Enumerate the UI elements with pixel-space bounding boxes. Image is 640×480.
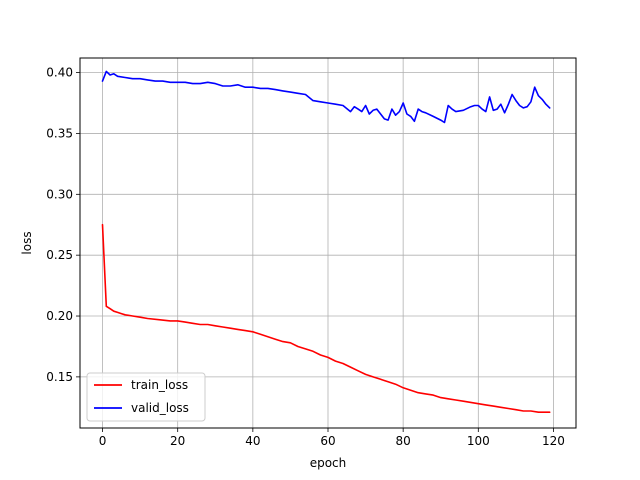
series-line-train-loss — [101, 223, 551, 414]
legend-label-train-loss: train_loss — [131, 378, 188, 392]
x-axis-label: epoch — [310, 456, 347, 470]
x-tick-label: 80 — [396, 434, 411, 448]
x-tick-label: 20 — [170, 434, 185, 448]
x-tick-label: 100 — [467, 434, 490, 448]
x-tick-label: 60 — [320, 434, 335, 448]
y-tick-label: 0.15 — [46, 370, 73, 384]
y-tick-label: 0.40 — [46, 66, 73, 80]
x-axis-ticks: 0 20 40 60 80 100 120 — [99, 428, 565, 448]
y-tick-label: 0.30 — [46, 187, 73, 201]
x-tick-label: 40 — [245, 434, 260, 448]
x-tick-label: 0 — [99, 434, 107, 448]
legend: train_loss valid_loss — [86, 372, 206, 422]
legend-label-valid-loss: valid_loss — [131, 401, 189, 415]
y-tick-label: 0.35 — [46, 126, 73, 140]
series-layer — [101, 70, 551, 414]
y-axis-ticks: 0.15 0.20 0.25 0.30 0.35 0.40 — [46, 66, 80, 384]
series-line-valid-loss — [101, 70, 551, 124]
x-tick-label: 120 — [542, 434, 565, 448]
y-tick-label: 0.25 — [46, 248, 73, 262]
y-tick-label: 0.20 — [46, 309, 73, 323]
y-axis-label: loss — [20, 231, 34, 254]
